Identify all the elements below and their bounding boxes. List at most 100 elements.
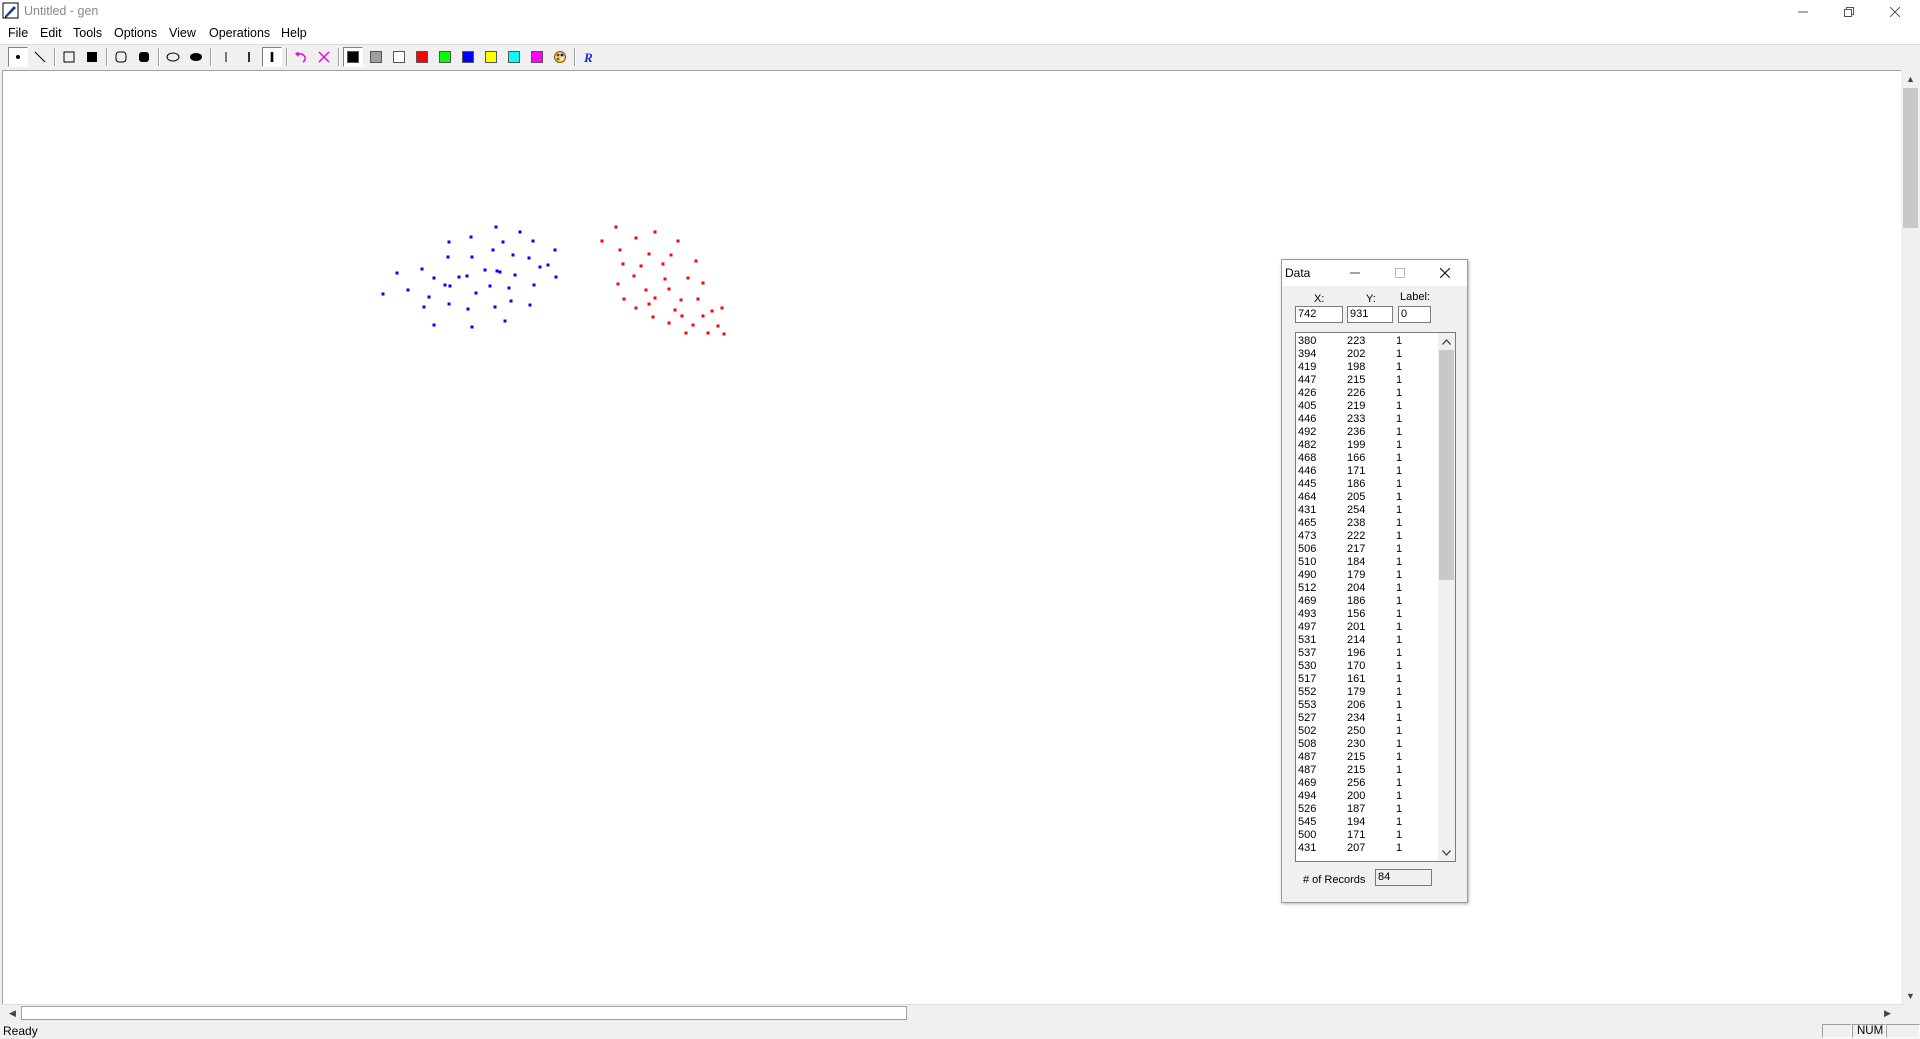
list-item[interactable]: 517 161 1 — [1298, 673, 1438, 686]
records-label: # of Records — [1303, 874, 1366, 886]
menu-view[interactable]: View — [169, 26, 196, 40]
dialog-minimize-icon[interactable] — [1344, 262, 1366, 284]
list-item[interactable]: 431 254 1 — [1298, 504, 1438, 517]
thin-line-icon[interactable] — [216, 47, 236, 67]
list-item[interactable]: 446 171 1 — [1298, 465, 1438, 478]
list-item[interactable]: 510 184 1 — [1298, 556, 1438, 569]
undo-icon[interactable] — [291, 47, 311, 67]
color-swatch-7[interactable] — [481, 47, 501, 67]
list-item[interactable]: 531 214 1 — [1298, 634, 1438, 647]
rectangle-tool-icon[interactable] — [59, 47, 79, 67]
color-swatch-5[interactable] — [435, 47, 455, 67]
scroll-up-icon[interactable]: ▲ — [1906, 73, 1915, 84]
list-item[interactable]: 465 238 1 — [1298, 517, 1438, 530]
list-item[interactable]: 506 217 1 — [1298, 543, 1438, 556]
menu-operations[interactable]: Operations — [209, 26, 271, 40]
row-y: 179 — [1347, 569, 1366, 581]
list-item[interactable]: 502 250 1 — [1298, 725, 1438, 738]
list-scrollbar[interactable] — [1438, 333, 1455, 861]
menu-file[interactable]: File — [8, 26, 29, 40]
medium-line-icon[interactable] — [239, 47, 259, 67]
list-item[interactable]: 447 215 1 — [1298, 374, 1438, 387]
clear-icon[interactable] — [314, 47, 334, 67]
close-icon[interactable] — [1872, 0, 1918, 24]
color-swatch-4[interactable] — [412, 47, 432, 67]
restore-icon[interactable] — [1826, 0, 1872, 24]
run-icon[interactable]: R — [579, 47, 599, 67]
horizontal-scrollbar[interactable]: ◀ ▶ — [2, 1004, 1902, 1022]
horizontal-scroll-thumb[interactable] — [21, 1006, 907, 1020]
data-list[interactable]: 380 223 1 394 202 1 419 198 1 447 215 1 426 226 1 405 21… — [1295, 332, 1456, 862]
list-item[interactable]: 494 200 1 — [1298, 790, 1438, 803]
color-swatch-9[interactable] — [527, 47, 547, 67]
filled-rectangle-tool-icon[interactable] — [82, 47, 102, 67]
y-input[interactable]: 931 — [1347, 306, 1393, 323]
list-item[interactable]: 552 179 1 — [1298, 686, 1438, 699]
row-x: 527 — [1298, 712, 1317, 724]
rounded-rectangle-tool-icon[interactable] — [111, 47, 131, 67]
vertical-scrollbar[interactable]: ▲ ▼ — [1902, 70, 1919, 1004]
line-tool-icon[interactable] — [30, 47, 50, 67]
row-x: 468 — [1298, 452, 1317, 464]
list-item[interactable]: 490 179 1 — [1298, 569, 1438, 582]
list-item[interactable]: 380 223 1 — [1298, 335, 1438, 348]
list-item[interactable]: 445 186 1 — [1298, 478, 1438, 491]
list-item[interactable]: 530 170 1 — [1298, 660, 1438, 673]
list-scroll-down-icon[interactable] — [1438, 844, 1455, 861]
palette-icon[interactable] — [550, 47, 570, 67]
list-item[interactable]: 493 156 1 — [1298, 608, 1438, 621]
menu-options[interactable]: Options — [114, 26, 158, 40]
dialog-close-icon[interactable] — [1434, 262, 1456, 284]
list-item[interactable]: 500 171 1 — [1298, 829, 1438, 842]
list-item[interactable]: 487 215 1 — [1298, 764, 1438, 777]
list-item[interactable]: 553 206 1 — [1298, 699, 1438, 712]
list-item[interactable]: 508 230 1 — [1298, 738, 1438, 751]
scroll-left-icon[interactable]: ◀ — [9, 1008, 16, 1018]
scroll-right-icon[interactable]: ▶ — [1884, 1008, 1891, 1018]
list-scroll-up-icon[interactable] — [1438, 333, 1455, 350]
list-item[interactable]: 482 199 1 — [1298, 439, 1438, 452]
list-item[interactable]: 469 256 1 — [1298, 777, 1438, 790]
row-x: 446 — [1298, 465, 1317, 477]
list-item[interactable]: 526 187 1 — [1298, 803, 1438, 816]
label-input[interactable]: 0 — [1398, 306, 1431, 323]
list-item[interactable]: 446 233 1 — [1298, 413, 1438, 426]
ellipse-tool-icon[interactable] — [163, 47, 183, 67]
color-swatch-fill — [439, 51, 451, 63]
list-scroll-thumb[interactable] — [1439, 350, 1454, 580]
color-swatch-1[interactable] — [343, 47, 363, 67]
list-item[interactable]: 497 201 1 — [1298, 621, 1438, 634]
list-item[interactable]: 419 198 1 — [1298, 361, 1438, 374]
color-swatch-2[interactable] — [366, 47, 386, 67]
list-item[interactable]: 512 204 1 — [1298, 582, 1438, 595]
color-swatch-3[interactable] — [389, 47, 409, 67]
minimize-icon[interactable] — [1780, 0, 1826, 24]
color-swatch-6[interactable] — [458, 47, 478, 67]
list-item[interactable]: 468 166 1 — [1298, 452, 1438, 465]
menu-edit[interactable]: Edit — [40, 26, 62, 40]
drawing-canvas[interactable] — [2, 70, 1901, 1005]
x-input[interactable]: 742 — [1295, 306, 1343, 323]
list-item[interactable]: 405 219 1 — [1298, 400, 1438, 413]
list-item[interactable]: 527 234 1 — [1298, 712, 1438, 725]
scroll-down-icon[interactable]: ▼ — [1906, 990, 1915, 1001]
menu-tools[interactable]: Tools — [73, 26, 103, 40]
list-item[interactable]: 426 226 1 — [1298, 387, 1438, 400]
list-item[interactable]: 537 196 1 — [1298, 647, 1438, 660]
vertical-scroll-thumb[interactable] — [1903, 88, 1918, 228]
list-item[interactable]: 431 207 1 — [1298, 842, 1438, 855]
list-item[interactable]: 464 205 1 — [1298, 491, 1438, 504]
list-item[interactable]: 487 215 1 — [1298, 751, 1438, 764]
dialog-title-bar[interactable]: Data — [1282, 260, 1467, 286]
list-item[interactable]: 469 186 1 — [1298, 595, 1438, 608]
list-item[interactable]: 492 236 1 — [1298, 426, 1438, 439]
color-swatch-8[interactable] — [504, 47, 524, 67]
filled-ellipse-tool-icon[interactable] — [186, 47, 206, 67]
list-item[interactable]: 545 194 1 — [1298, 816, 1438, 829]
thick-line-icon[interactable] — [262, 47, 282, 67]
filled-rounded-rectangle-tool-icon[interactable] — [134, 47, 154, 67]
list-item[interactable]: 473 222 1 — [1298, 530, 1438, 543]
menu-help[interactable]: Help — [281, 26, 307, 40]
point-tool-icon[interactable] — [8, 47, 28, 67]
list-item[interactable]: 394 202 1 — [1298, 348, 1438, 361]
